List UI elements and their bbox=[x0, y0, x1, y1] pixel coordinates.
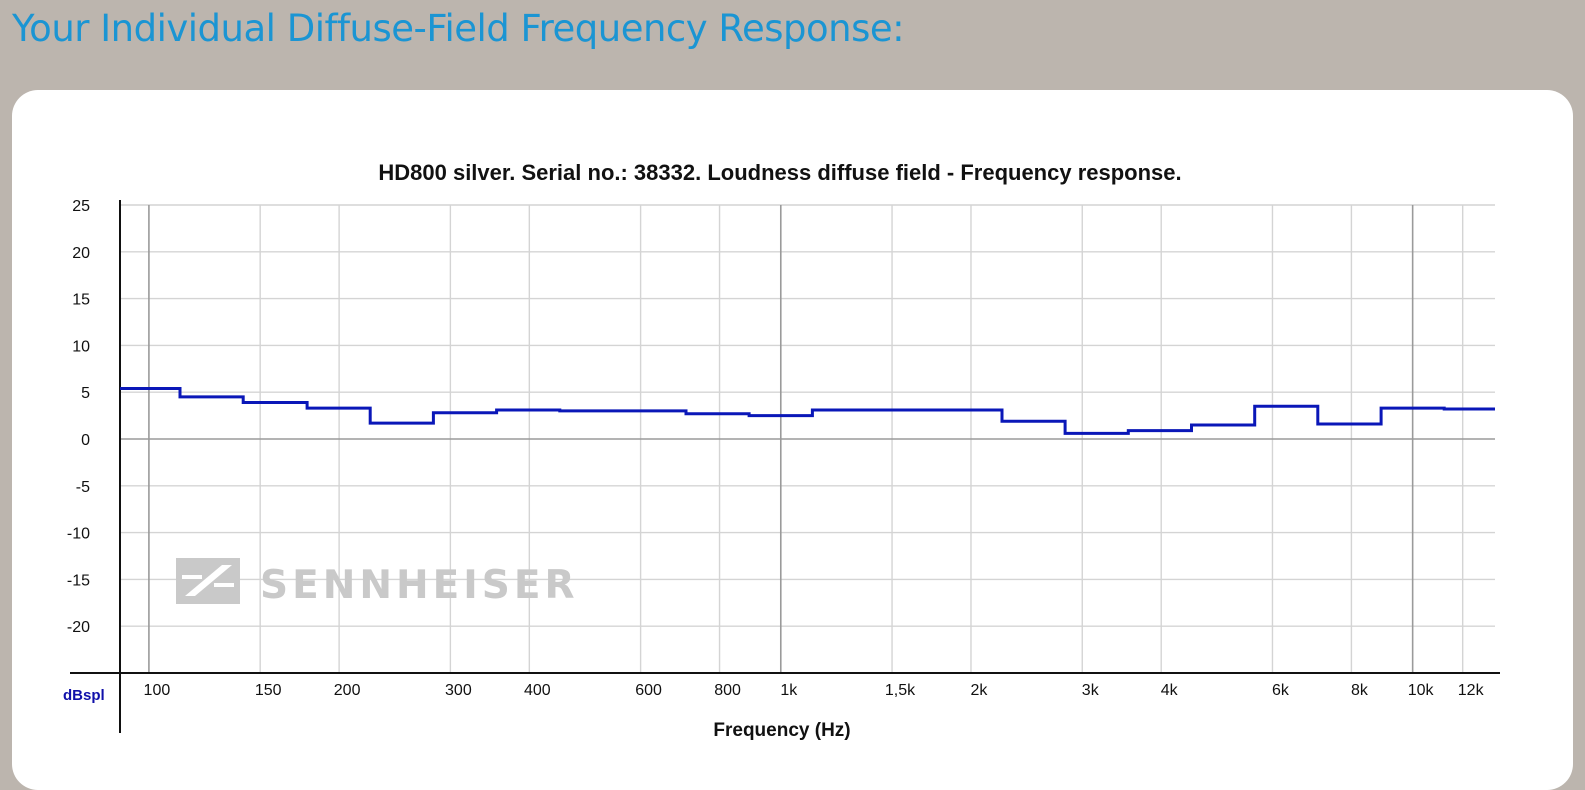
y-tick-label: -5 bbox=[76, 479, 90, 496]
x-tick-label: 8k bbox=[1351, 682, 1369, 699]
series-layer bbox=[120, 387, 1495, 435]
y-tick-label: 20 bbox=[72, 245, 90, 262]
watermark-text: SENNHEISER bbox=[260, 563, 579, 608]
x-tick-label: 12k bbox=[1458, 682, 1485, 699]
chart-title: HD800 silver. Serial no.: 38332. Loudnes… bbox=[378, 160, 1181, 185]
x-tick-label: 10k bbox=[1408, 682, 1435, 699]
y-tick-label: -10 bbox=[67, 526, 90, 543]
y-axis-unit-label: dBspl bbox=[63, 687, 105, 704]
y-tick-label: 25 bbox=[72, 198, 90, 215]
sennheiser-watermark: SENNHEISER bbox=[176, 558, 579, 608]
tick-labels: 25 20 15 10 5 0 -5 -10 -15 -20 100 150 200 300 400 600 8… bbox=[67, 198, 1485, 699]
y-tick-label: -20 bbox=[67, 619, 90, 636]
page-heading: Your Individual Diffuse-Field Frequency … bbox=[12, 7, 905, 50]
y-tick-label: 15 bbox=[72, 292, 90, 309]
x-tick-label: 300 bbox=[445, 682, 472, 699]
x-tick-label: 6k bbox=[1272, 682, 1290, 699]
x-tick-label: 1k bbox=[780, 682, 798, 699]
frequency-response-chart: SENNHEISER 25 20 15 10 5 0 -5 -10 -15 -20 100 150 20… bbox=[63, 160, 1500, 741]
sennheiser-logo-icon bbox=[176, 558, 240, 604]
x-tick-label: 3k bbox=[1082, 682, 1100, 699]
x-axis-title: Frequency (Hz) bbox=[713, 720, 850, 741]
x-tick-label: 600 bbox=[635, 682, 662, 699]
y-tick-label: 10 bbox=[72, 338, 90, 355]
x-tick-label: 4k bbox=[1161, 682, 1179, 699]
x-tick-label: 150 bbox=[255, 682, 282, 699]
axes bbox=[70, 200, 1500, 733]
x-tick-label: 100 bbox=[144, 682, 171, 699]
frequency-response-line bbox=[120, 387, 1495, 435]
x-tick-label: 200 bbox=[334, 682, 361, 699]
x-tick-label: 2k bbox=[971, 682, 989, 699]
y-tick-label: 0 bbox=[81, 432, 90, 449]
y-tick-label: -15 bbox=[67, 572, 90, 589]
x-tick-label: 800 bbox=[714, 682, 741, 699]
y-tick-label: 5 bbox=[81, 385, 90, 402]
x-tick-label: 1,5k bbox=[885, 682, 916, 699]
x-tick-label: 400 bbox=[524, 682, 551, 699]
